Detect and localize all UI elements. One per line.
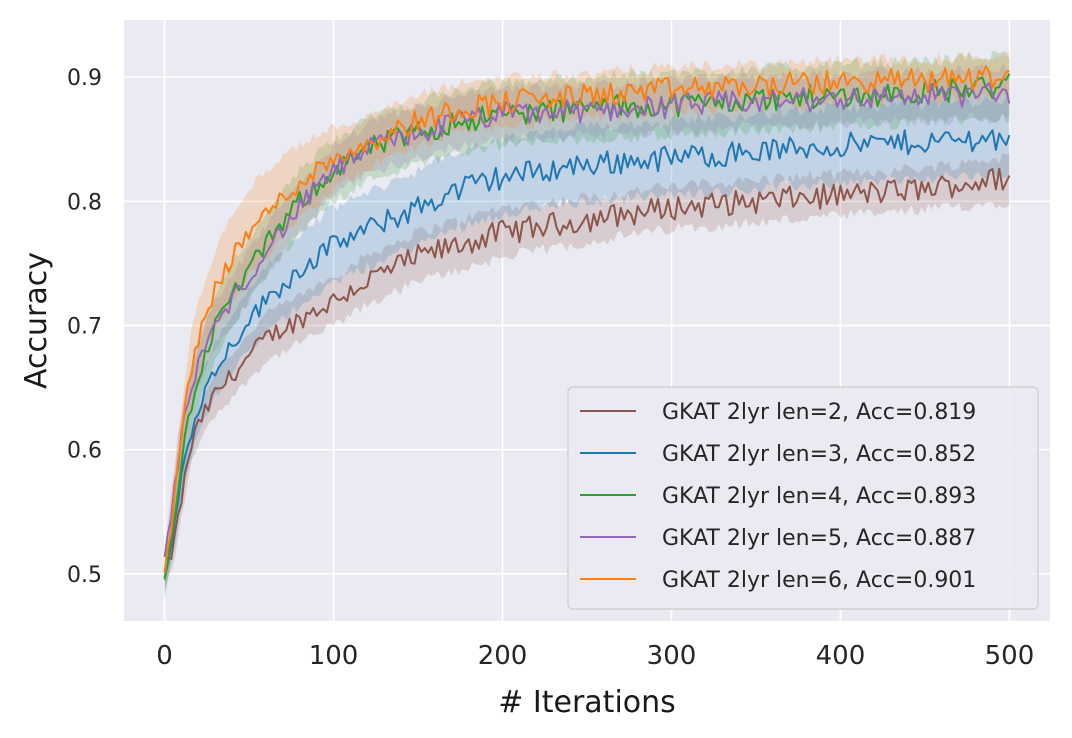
y-axis-label: Accuracy	[19, 252, 54, 389]
legend-label: GKAT 2lyr len=3, Acc=0.852	[662, 442, 976, 467]
y-tick-label: 0.7	[67, 314, 102, 339]
series-band-4	[164, 63, 1010, 578]
series-line-4	[163, 82, 1011, 558]
x-tick-label: 300	[647, 641, 697, 671]
series-band-3	[164, 51, 1010, 600]
legend-label: GKAT 2lyr len=2, Acc=0.819	[662, 400, 976, 425]
y-tick-labels: 0.5 0.6 0.7 0.8 0.9	[67, 66, 102, 588]
legend-frame	[567, 386, 1039, 610]
series-line-5	[163, 65, 1010, 574]
x-axis-label: # Iterations	[498, 685, 676, 720]
y-tick-label: 0.5	[67, 563, 102, 588]
x-tick-label: 200	[478, 641, 528, 671]
series-line-3	[163, 73, 1011, 580]
series-band-2	[164, 93, 1010, 596]
y-tick-label: 0.6	[67, 439, 102, 464]
legend-label: GKAT 2lyr len=4, Acc=0.893	[662, 484, 976, 509]
y-tick-label: 0.8	[67, 190, 102, 215]
series-line-1	[163, 167, 1011, 572]
confidence-bands	[164, 50, 1010, 600]
series-line-2	[163, 129, 1011, 578]
x-tick-label: 100	[309, 641, 359, 671]
y-tick-label: 0.9	[67, 66, 102, 91]
legend-label: GKAT 2lyr len=5, Acc=0.887	[662, 526, 976, 551]
series-lines	[163, 65, 1011, 580]
x-tick-labels: 0 100 200 300 400 500	[156, 641, 1034, 671]
series-band-1	[164, 152, 1010, 586]
x-tick-label: 0	[156, 641, 173, 671]
legend: GKAT 2lyr len=2, Acc=0.819 GKAT 2lyr len=…	[567, 386, 1039, 610]
x-tick-label: 500	[985, 641, 1035, 671]
x-tick-label: 400	[816, 641, 866, 671]
legend-label: GKAT 2lyr len=6, Acc=0.901	[662, 568, 976, 593]
